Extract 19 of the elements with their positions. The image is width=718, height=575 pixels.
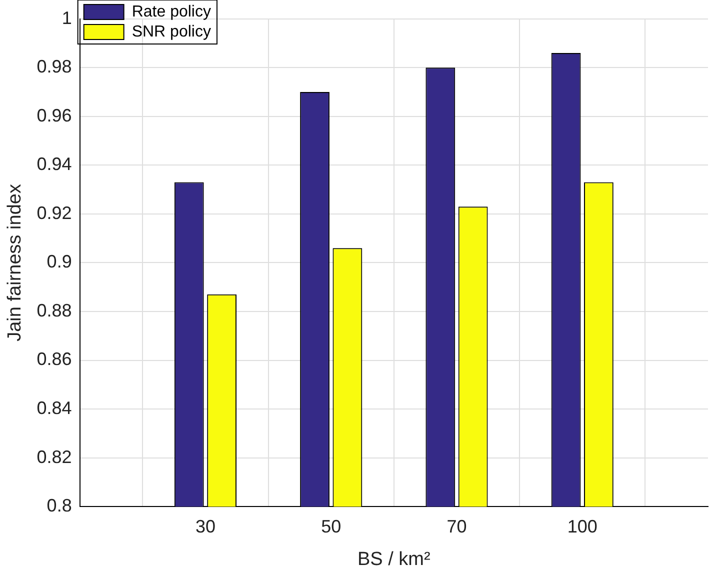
- x-tick-label: 50: [321, 516, 342, 536]
- y-tick-label: 0.9: [46, 252, 72, 272]
- y-tick-label: 0.98: [36, 56, 72, 77]
- y-axis-title: Jain fairness index: [4, 184, 26, 342]
- legend-label: Rate policy: [132, 3, 211, 20]
- y-tick-label: 0.94: [36, 154, 72, 174]
- y-tick-label: 0.96: [36, 105, 72, 126]
- legend-label: SNR policy: [132, 23, 211, 40]
- y-tick-label: 0.92: [36, 202, 72, 223]
- y-tick-label: 0.84: [36, 398, 72, 418]
- x-tick-label: 100: [567, 516, 598, 536]
- x-tick-label: 70: [446, 516, 467, 536]
- y-tick-label: 0.82: [36, 446, 72, 467]
- x-tick-label: 30: [195, 516, 216, 536]
- y-tick-label: 1: [62, 8, 72, 28]
- y-tick-label: 0.88: [36, 300, 72, 320]
- y-tick-label: 0.86: [36, 349, 72, 370]
- y-tick-label: 0.8: [46, 496, 72, 516]
- x-axis-title: BS / km²: [357, 548, 430, 570]
